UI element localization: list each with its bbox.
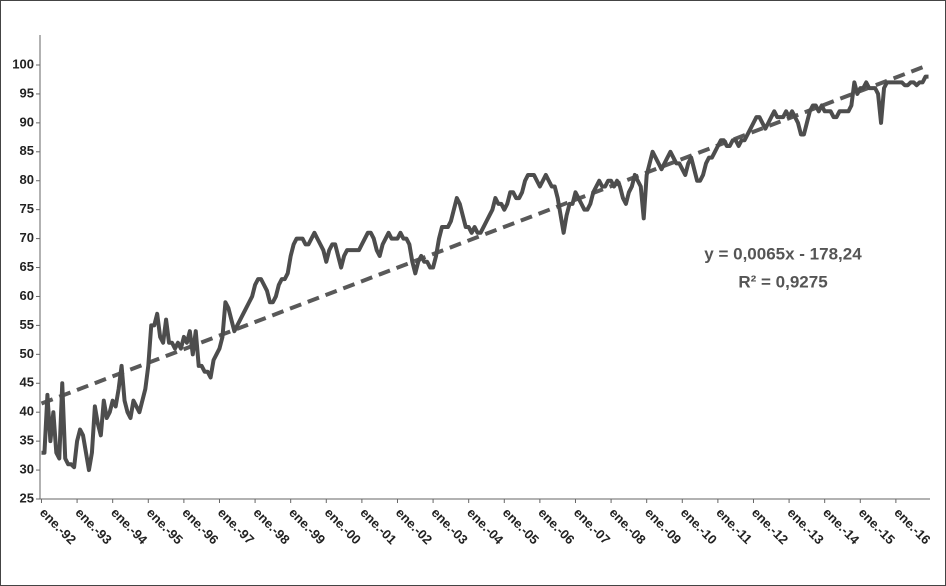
trend-equation: y = 0,0065x - 178,24 [704,244,862,263]
y-tick-label: 30 [20,462,34,477]
y-tick-label: 35 [20,433,34,448]
y-tick-label: 70 [20,230,34,245]
y-tick-label: 55 [20,317,34,332]
trendline [40,63,930,406]
y-tick-label: 80 [20,172,34,187]
y-tick-label: 40 [20,404,34,419]
y-tick-label: 25 [20,490,34,505]
y-tick-label: 85 [20,143,34,158]
y-tick-label: 65 [20,259,34,274]
y-tick-label: 60 [20,288,34,303]
y-tick-label: 95 [20,85,34,100]
y-tick-label: 75 [20,201,34,216]
y-tick-label: 100 [12,56,34,71]
trend-r-squared: R² = 0,9275 [738,272,827,291]
y-tick-label: 90 [20,114,34,129]
y-tick-label: 45 [20,375,34,390]
series-line [41,74,929,473]
y-tick-label: 50 [20,346,34,361]
